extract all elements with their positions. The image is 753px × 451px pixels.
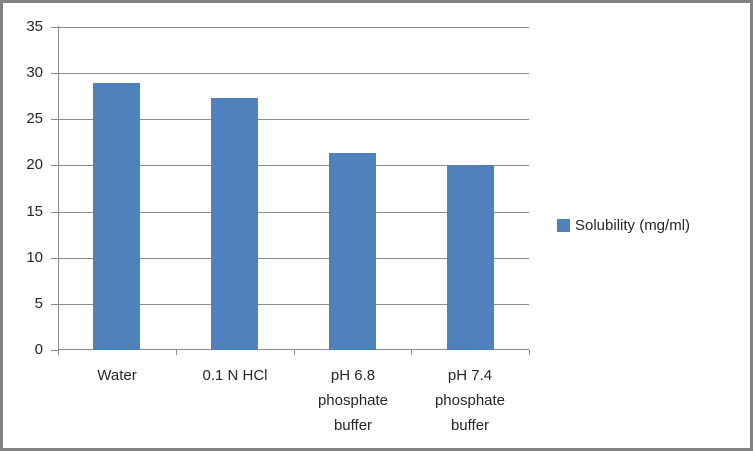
y-tick-0: [51, 350, 58, 351]
gridline-5: [58, 304, 529, 305]
y-tick-label-0: 0: [34, 341, 43, 358]
y-tick-20: [51, 165, 58, 166]
bar-ph-7-4-phosphate-buffer: [447, 165, 494, 350]
y-tick-label-35: 35: [26, 18, 43, 35]
y-tick-label-15: 15: [26, 203, 43, 220]
plot-area: [58, 26, 529, 350]
y-tick-15: [51, 212, 58, 213]
gridline-35: [58, 27, 529, 28]
x-tick-3: [411, 350, 412, 355]
bar-ph-6-8-phosphate-buffer: [329, 153, 376, 350]
y-tick-5: [51, 304, 58, 305]
legend-series-label: Solubility (mg/ml): [575, 217, 691, 234]
x-tick-0: [58, 350, 59, 355]
x-tick-1: [176, 350, 177, 355]
legend-color-swatch: [557, 219, 570, 232]
y-tick-30: [51, 73, 58, 74]
y-tick-label-25: 25: [26, 110, 43, 127]
y-tick-10: [51, 258, 58, 259]
x-category-label-1: Water: [58, 363, 176, 388]
x-tick-4: [529, 350, 530, 355]
x-category-label-2: 0.1 N HCl: [176, 363, 294, 388]
gridline-30: [58, 73, 529, 74]
x-category-label-text: pH 7.4 phosphate buffer: [434, 367, 506, 434]
y-tick-35: [51, 27, 58, 28]
gridline-10: [58, 258, 529, 259]
x-tick-2: [294, 350, 295, 355]
y-tick-label-30: 30: [26, 64, 43, 81]
x-category-label-3: pH 6.8 phosphate buffer: [294, 363, 412, 438]
gridline-25: [58, 119, 529, 120]
bar-0-1-n-hcl: [211, 98, 258, 350]
x-category-label-text: 0.1 N HCl: [202, 367, 268, 384]
legend: Solubility (mg/ml): [557, 217, 690, 234]
x-category-label-text: Water: [97, 367, 137, 384]
x-category-label-text: pH 6.8 phosphate buffer: [317, 367, 389, 434]
y-tick-label-20: 20: [26, 156, 43, 173]
y-tick-25: [51, 119, 58, 120]
gridline-15: [58, 212, 529, 213]
gridline-20: [58, 165, 529, 166]
bar-water: [93, 83, 140, 350]
y-tick-label-10: 10: [26, 249, 43, 266]
x-category-label-4: pH 7.4 phosphate buffer: [411, 363, 529, 438]
y-tick-label-5: 5: [34, 295, 43, 312]
